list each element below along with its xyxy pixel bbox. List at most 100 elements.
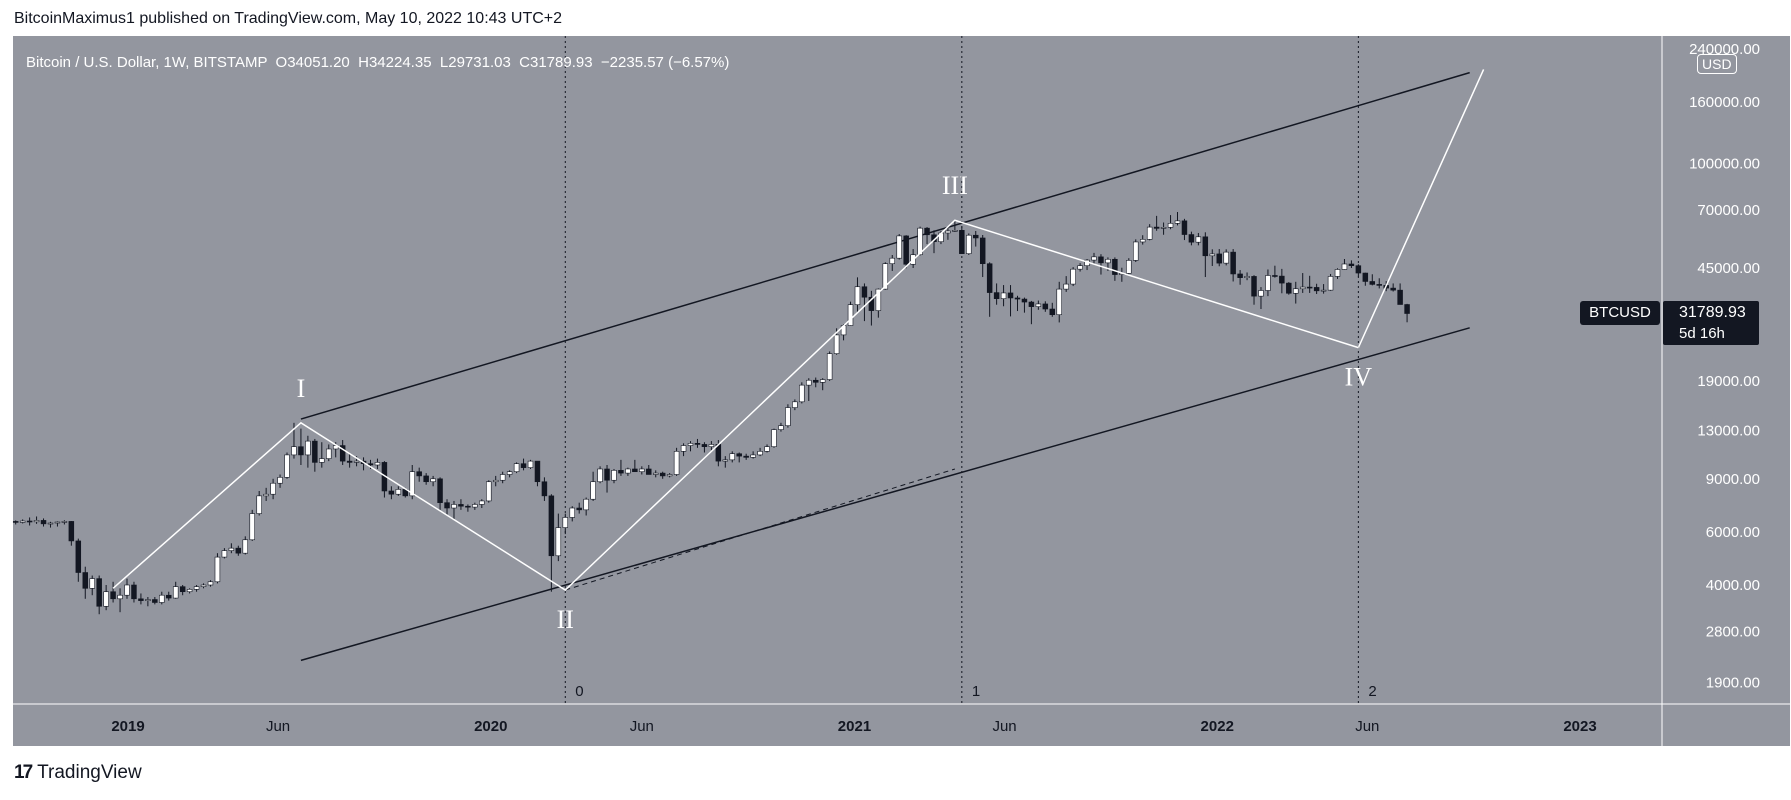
- candle-body: [492, 479, 499, 483]
- candle-body: [479, 500, 485, 505]
- candle-body: [138, 598, 144, 601]
- candle: [1237, 270, 1243, 285]
- currency-button[interactable]: USD: [1697, 54, 1737, 74]
- candle: [903, 235, 909, 269]
- candle: [1070, 267, 1076, 287]
- candle-body: [346, 460, 353, 463]
- candle: [1209, 249, 1216, 266]
- candle-body: [61, 521, 68, 523]
- candle: [764, 444, 770, 453]
- wave-path: [112, 219, 1359, 591]
- candle: [1404, 303, 1410, 323]
- low-value: 29731.03: [448, 54, 511, 71]
- candle: [548, 494, 555, 592]
- candle-body: [1362, 272, 1369, 282]
- candle-body: [395, 489, 402, 495]
- candle-body: [604, 468, 610, 481]
- candle-body: [1035, 303, 1042, 307]
- candle-body: [632, 468, 638, 473]
- candle: [492, 475, 499, 487]
- candle-body: [882, 263, 889, 290]
- candle: [499, 471, 506, 484]
- candle-body: [701, 444, 708, 447]
- candle: [1293, 281, 1299, 304]
- candle-body: [235, 547, 242, 554]
- candle: [868, 290, 875, 326]
- candle: [646, 464, 652, 475]
- candle: [576, 502, 582, 514]
- projection-line: [1357, 69, 1485, 348]
- candle: [882, 262, 889, 290]
- candle-body: [611, 470, 617, 481]
- change-value: −2235.57 (−6.57%): [600, 54, 730, 71]
- candle: [896, 234, 902, 260]
- candle-body: [305, 440, 311, 456]
- price-tick-label: 100000.00: [1689, 155, 1760, 172]
- candle-body: [903, 235, 909, 265]
- candle: [1202, 232, 1209, 278]
- time-tick-label: Jun: [992, 718, 1016, 735]
- candle: [1313, 283, 1320, 294]
- candle: [1133, 239, 1139, 263]
- candle: [618, 459, 624, 476]
- candle-body: [1007, 292, 1014, 299]
- candle: [611, 468, 617, 484]
- time-tick-label: 2020: [474, 718, 507, 735]
- candle-body: [207, 581, 214, 586]
- candle: [847, 301, 854, 326]
- price-tick-label: 19000.00: [1697, 373, 1760, 390]
- candle-body: [284, 454, 290, 478]
- candle: [632, 459, 638, 473]
- candle-body: [256, 495, 262, 514]
- candle-body: [1355, 265, 1362, 274]
- candle: [959, 226, 965, 254]
- candle-body: [326, 448, 332, 459]
- candle-body: [221, 550, 228, 558]
- publisher-header: BitcoinMaximus1 published on TradingView…: [14, 10, 563, 27]
- candle-body: [771, 429, 777, 447]
- candle-body: [513, 463, 520, 473]
- candle-body: [673, 451, 680, 475]
- candle-body: [103, 591, 109, 607]
- candle: [61, 520, 68, 525]
- candle-body: [625, 468, 631, 474]
- candle: [249, 509, 255, 541]
- candle: [1334, 268, 1341, 279]
- candle: [1007, 285, 1014, 317]
- candle: [166, 591, 172, 601]
- candle-body: [1313, 287, 1320, 292]
- candle-body: [1146, 226, 1153, 240]
- candle-body: [917, 227, 923, 256]
- candle-body: [1272, 275, 1278, 277]
- candle-body: [1070, 268, 1076, 285]
- candle: [708, 441, 715, 451]
- candle: [1223, 249, 1229, 266]
- candle-body: [799, 384, 805, 403]
- candle: [625, 467, 631, 476]
- candle-body: [242, 539, 249, 554]
- price-tick-label: 6000.00: [1706, 524, 1760, 541]
- candle-body: [597, 468, 603, 483]
- candle: [131, 581, 137, 603]
- candle: [221, 548, 228, 559]
- tradingview-logo[interactable]: 17 TradingView: [14, 762, 142, 784]
- close-label: C: [519, 54, 530, 71]
- price-tick-label: 45000.00: [1697, 260, 1760, 277]
- candle-body: [1369, 281, 1376, 285]
- candle-body: [451, 504, 457, 509]
- candle-body: [1139, 239, 1146, 243]
- candle-body: [186, 589, 193, 593]
- candle: [416, 467, 422, 482]
- candle-body: [541, 481, 548, 497]
- candle-body: [826, 353, 833, 380]
- candle-body: [1209, 253, 1216, 257]
- tradingview-logo-icon: 17: [14, 762, 33, 783]
- candle-body: [562, 517, 569, 528]
- candle: [659, 471, 666, 479]
- candle-body: [1223, 251, 1229, 264]
- price-tick-label: 1900.00: [1706, 675, 1760, 692]
- candle: [284, 452, 290, 479]
- candle: [736, 452, 742, 463]
- time-tick-label: 2019: [111, 718, 144, 735]
